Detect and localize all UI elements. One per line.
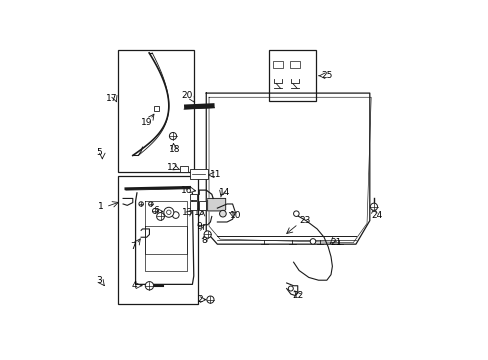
Text: 1: 1 <box>98 202 103 211</box>
Text: 16: 16 <box>181 186 192 195</box>
Bar <box>190 194 197 200</box>
Text: 20: 20 <box>181 91 192 100</box>
Circle shape <box>156 212 164 220</box>
Text: 2: 2 <box>197 295 203 304</box>
Bar <box>268 50 315 102</box>
Circle shape <box>369 203 377 210</box>
Bar <box>99 159 105 165</box>
Bar <box>117 176 198 304</box>
Bar <box>189 169 207 179</box>
Circle shape <box>148 202 153 206</box>
Text: 24: 24 <box>370 211 382 220</box>
Text: 12: 12 <box>167 163 178 172</box>
Text: 7: 7 <box>130 242 135 251</box>
Text: 19: 19 <box>141 118 152 127</box>
Text: 14: 14 <box>218 188 229 197</box>
Text: 4: 4 <box>131 281 137 290</box>
Circle shape <box>145 282 153 290</box>
Circle shape <box>139 202 143 206</box>
Circle shape <box>288 286 293 291</box>
Text: 3: 3 <box>97 276 102 285</box>
Polygon shape <box>207 198 225 211</box>
Bar <box>180 166 187 172</box>
Text: 15: 15 <box>193 208 205 217</box>
Circle shape <box>163 207 173 217</box>
Text: 25: 25 <box>321 71 332 80</box>
Bar <box>103 288 110 294</box>
Text: 5: 5 <box>97 148 102 157</box>
Bar <box>117 50 193 172</box>
Circle shape <box>206 296 214 303</box>
Bar <box>273 61 283 68</box>
Bar <box>153 106 158 111</box>
Text: 11: 11 <box>210 170 221 179</box>
Circle shape <box>152 208 157 213</box>
Text: 8: 8 <box>201 235 207 244</box>
Text: 9: 9 <box>196 222 202 231</box>
Circle shape <box>219 210 226 217</box>
Circle shape <box>309 239 315 244</box>
Circle shape <box>166 210 171 215</box>
Circle shape <box>293 211 299 216</box>
Circle shape <box>203 231 211 238</box>
Text: 17: 17 <box>106 94 118 103</box>
Bar <box>289 61 299 68</box>
Bar <box>190 201 197 210</box>
Circle shape <box>172 212 179 219</box>
Text: 10: 10 <box>229 211 241 220</box>
Text: 23: 23 <box>298 216 310 225</box>
Text: 22: 22 <box>292 291 304 300</box>
Text: 6: 6 <box>153 206 159 215</box>
Text: 13: 13 <box>181 208 193 217</box>
Bar <box>198 201 205 210</box>
Circle shape <box>169 132 176 140</box>
Text: 21: 21 <box>330 238 342 247</box>
Text: 18: 18 <box>168 145 180 154</box>
